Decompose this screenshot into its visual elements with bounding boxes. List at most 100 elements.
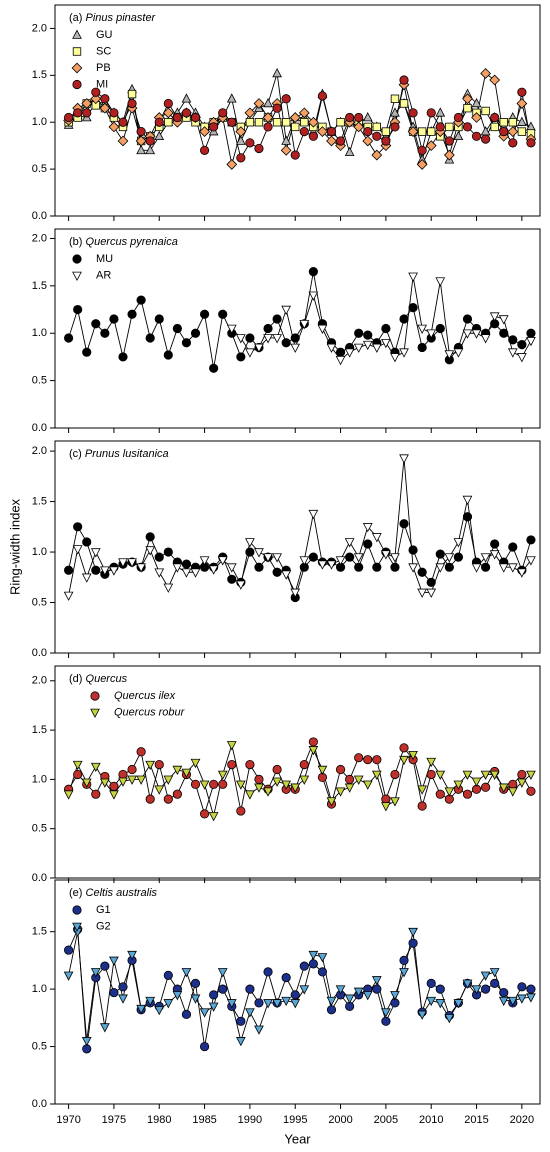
- point: [489, 968, 500, 978]
- point: [263, 323, 273, 334]
- point: [353, 775, 364, 785]
- point: [136, 563, 146, 573]
- point: [326, 135, 337, 147]
- point: [390, 562, 400, 572]
- point: [462, 789, 473, 799]
- y-tick-label: 2.0: [32, 22, 47, 34]
- point: [381, 550, 391, 560]
- point: [254, 783, 264, 793]
- point: [118, 558, 128, 568]
- point: [154, 568, 165, 578]
- point: [354, 328, 364, 338]
- legend-marker: [71, 62, 83, 74]
- point: [99, 1023, 110, 1033]
- point: [72, 545, 83, 555]
- point: [272, 567, 282, 577]
- point: [272, 999, 282, 1009]
- point: [516, 98, 528, 109]
- point: [399, 314, 409, 324]
- legend-label: AR: [96, 269, 111, 281]
- point: [308, 552, 318, 562]
- point: [81, 573, 92, 583]
- point: [235, 135, 246, 145]
- y-tick-label: 1.0: [32, 773, 47, 785]
- point: [227, 117, 237, 127]
- point: [354, 112, 364, 123]
- point: [408, 938, 418, 948]
- point: [281, 338, 291, 348]
- point: [163, 98, 173, 109]
- point: [235, 126, 247, 137]
- point: [281, 570, 292, 580]
- point: [118, 769, 128, 780]
- point: [408, 563, 418, 573]
- point: [226, 999, 237, 1009]
- point: [136, 144, 146, 155]
- point: [199, 1041, 210, 1052]
- point: [362, 340, 373, 351]
- y-tick-label: 2.0: [32, 675, 47, 687]
- point: [299, 127, 309, 137]
- point: [426, 577, 436, 587]
- legend-marker: [72, 29, 82, 39]
- point: [181, 338, 192, 348]
- point: [154, 1006, 165, 1016]
- point: [263, 999, 273, 1009]
- panel-title: (d) Quercus: [69, 673, 128, 685]
- point: [335, 136, 346, 146]
- point: [471, 329, 482, 339]
- point: [245, 348, 255, 358]
- point: [336, 118, 345, 127]
- point: [326, 343, 337, 353]
- point: [299, 985, 310, 995]
- series-line: [231, 276, 532, 361]
- legend-marker: [72, 271, 82, 281]
- point: [209, 779, 219, 789]
- point: [326, 1005, 337, 1015]
- point: [217, 556, 228, 566]
- point: [462, 314, 473, 324]
- point: [145, 996, 156, 1007]
- legend-marker: [72, 922, 82, 932]
- point: [307, 116, 319, 128]
- point: [462, 495, 473, 506]
- point: [245, 760, 255, 770]
- series-line: [68, 931, 531, 1043]
- point: [408, 108, 418, 118]
- point: [291, 122, 300, 132]
- point: [154, 552, 164, 562]
- point: [517, 982, 527, 992]
- point: [154, 785, 165, 795]
- point: [82, 108, 92, 118]
- point: [272, 777, 282, 787]
- legend-label: MI: [96, 78, 108, 90]
- point: [417, 801, 427, 811]
- point: [363, 330, 373, 340]
- y-tick-label: 0.0: [32, 647, 47, 659]
- point: [290, 783, 301, 793]
- x-axis-label: Year: [284, 1131, 311, 1146]
- point: [136, 295, 146, 305]
- point: [217, 968, 228, 978]
- point: [326, 560, 337, 570]
- point: [526, 138, 536, 148]
- point: [390, 553, 400, 563]
- point: [73, 522, 83, 532]
- point: [263, 334, 273, 344]
- point: [117, 135, 129, 147]
- point: [145, 546, 156, 556]
- point: [517, 769, 527, 780]
- point: [416, 159, 428, 170]
- point: [181, 559, 192, 569]
- point: [489, 312, 500, 322]
- point: [236, 806, 246, 816]
- point: [498, 783, 509, 793]
- point: [236, 153, 246, 163]
- point: [372, 131, 382, 141]
- point: [99, 778, 110, 788]
- point: [272, 334, 282, 344]
- point: [181, 108, 192, 118]
- panel-title: (e) Celtis australis: [69, 887, 158, 899]
- point: [91, 565, 101, 575]
- x-tick-label: 1985: [192, 1114, 216, 1126]
